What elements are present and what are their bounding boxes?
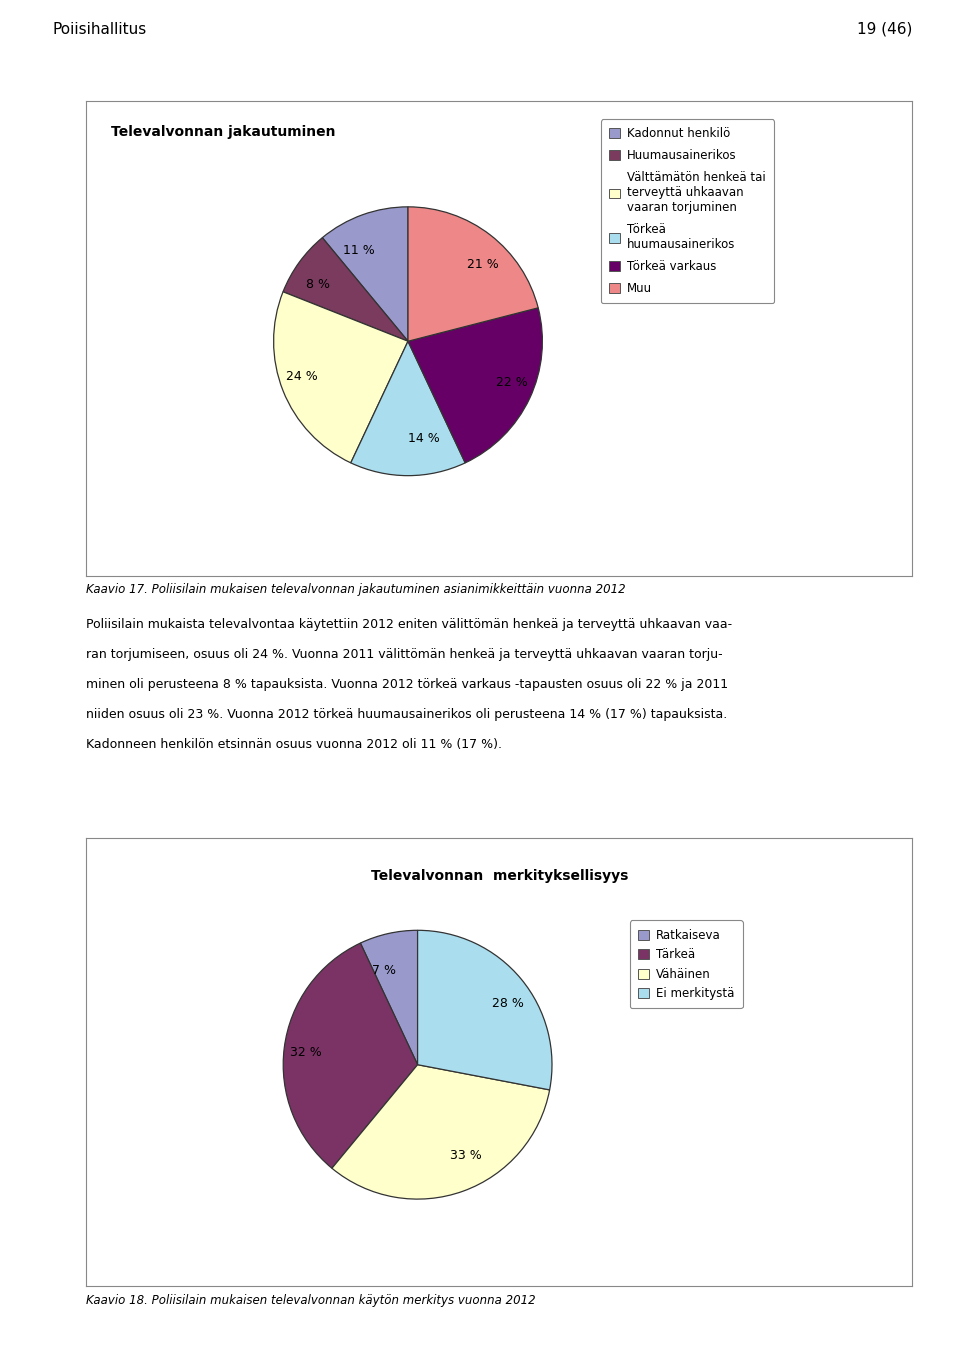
Wedge shape: [283, 238, 408, 341]
Text: ran torjumiseen, osuus oli 24 %. Vuonna 2011 välittömän henkeä ja terveyttä uhka: ran torjumiseen, osuus oli 24 %. Vuonna …: [86, 648, 723, 662]
Text: 33 %: 33 %: [450, 1149, 482, 1162]
Text: 7 %: 7 %: [372, 964, 396, 977]
Text: 19 (46): 19 (46): [856, 22, 912, 37]
Wedge shape: [323, 207, 408, 341]
Text: niiden osuus oli 23 %. Vuonna 2012 törkeä huumausainerikos oli perusteena 14 % (: niiden osuus oli 23 %. Vuonna 2012 törke…: [86, 708, 728, 722]
Legend: Kadonnut henkilö, Huumausainerikos, Välttämätön henkeä tai
terveyttä uhkaavan
va: Kadonnut henkilö, Huumausainerikos, Vält…: [601, 119, 774, 303]
Wedge shape: [283, 943, 418, 1168]
Text: minen oli perusteena 8 % tapauksista. Vuonna 2012 törkeä varkaus -tapausten osuu: minen oli perusteena 8 % tapauksista. Vu…: [86, 678, 729, 692]
Text: Kaavio 18. Poliisilain mukaisen televalvonnan käytön merkitys vuonna 2012: Kaavio 18. Poliisilain mukaisen televalv…: [86, 1294, 536, 1308]
Text: Poliisilain mukaista televalvontaa käytettiin 2012 eniten välittömän henkeä ja t: Poliisilain mukaista televalvontaa käyte…: [86, 618, 732, 632]
Legend: Ratkaiseva, Tärkeä, Vähäinen, Ei merkitystä: Ratkaiseva, Tärkeä, Vähäinen, Ei merkity…: [630, 920, 742, 1009]
Wedge shape: [408, 207, 539, 341]
Wedge shape: [274, 292, 408, 463]
Wedge shape: [350, 341, 466, 475]
Text: 32 %: 32 %: [290, 1046, 322, 1059]
Text: 28 %: 28 %: [492, 996, 524, 1010]
Wedge shape: [408, 308, 542, 463]
Text: Poiisihallitus: Poiisihallitus: [53, 22, 147, 37]
Text: 24 %: 24 %: [286, 370, 318, 384]
Text: Televalvonnan jakautuminen: Televalvonnan jakautuminen: [111, 124, 336, 139]
Text: Televalvonnan  merkityksellisyys: Televalvonnan merkityksellisyys: [371, 870, 628, 883]
Text: 14 %: 14 %: [408, 431, 440, 445]
Wedge shape: [332, 1065, 550, 1198]
Text: 22 %: 22 %: [495, 375, 527, 389]
Wedge shape: [360, 931, 418, 1065]
Text: Kaavio 17. Poliisilain mukaisen televalvonnan jakautuminen asianimikkeittäin vuo: Kaavio 17. Poliisilain mukaisen televalv…: [86, 583, 626, 597]
Text: 8 %: 8 %: [305, 278, 329, 291]
Text: 11 %: 11 %: [344, 244, 375, 257]
Wedge shape: [418, 931, 552, 1089]
Text: 21 %: 21 %: [468, 258, 499, 272]
Text: Kadonneen henkilön etsinnän osuus vuonna 2012 oli 11 % (17 %).: Kadonneen henkilön etsinnän osuus vuonna…: [86, 738, 502, 752]
